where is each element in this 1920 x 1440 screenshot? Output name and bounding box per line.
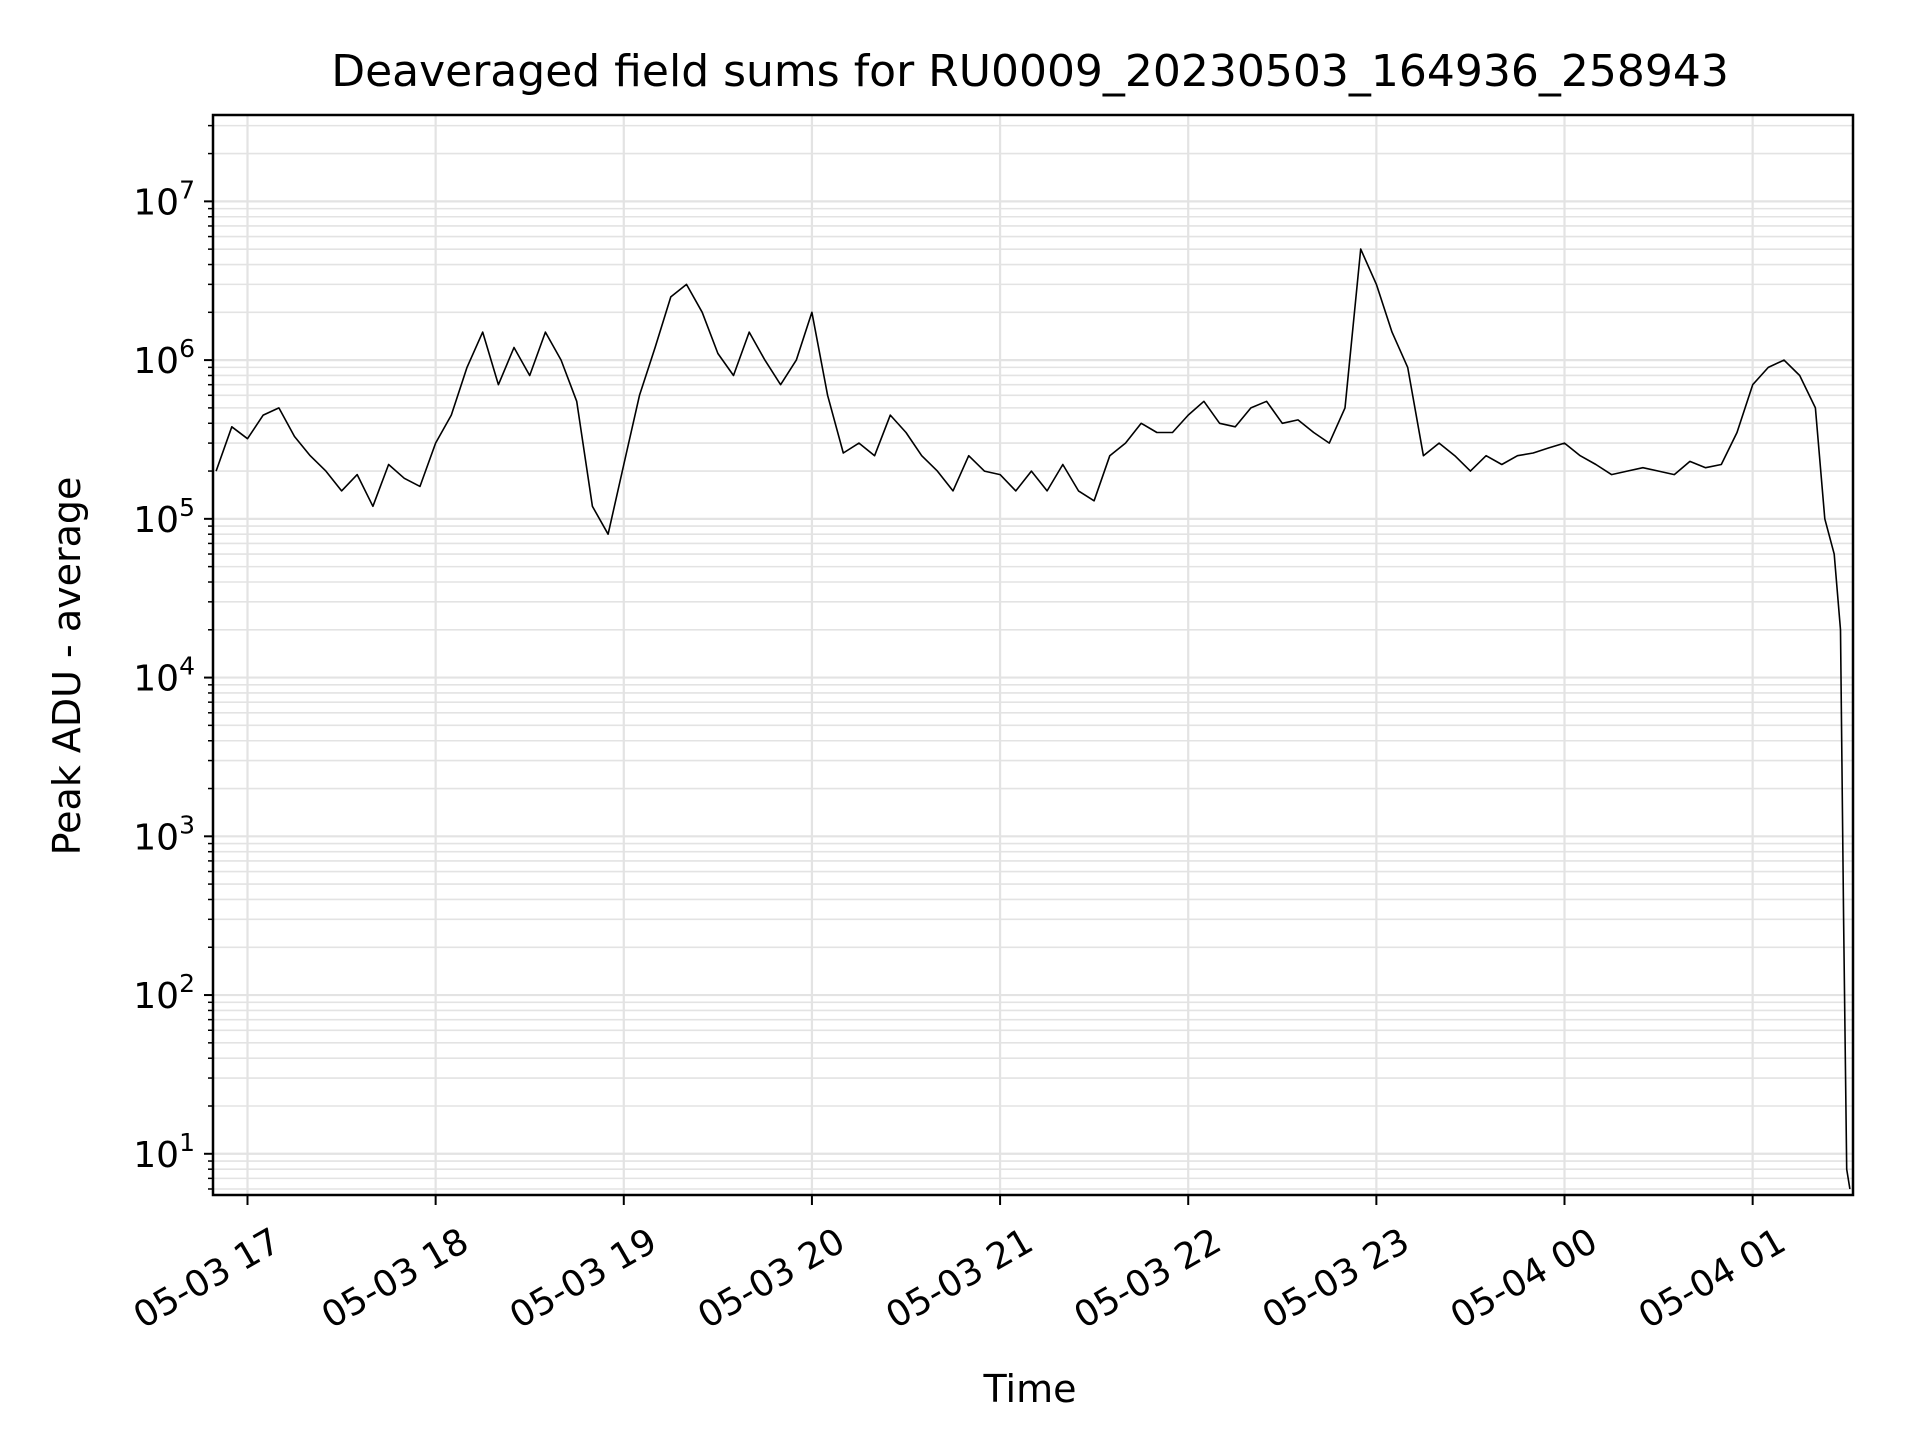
y-axis: 101 102 103 104 105 106 107 (133, 124, 213, 1190)
y-tick-label: 106 (133, 334, 195, 382)
x-axis-label: Time (983, 1367, 1077, 1411)
y-tick-label: 102 (133, 969, 195, 1017)
chart-title: Deaveraged field sums for RU0009_2023050… (331, 46, 1729, 97)
y-tick-label: 101 (133, 1128, 195, 1176)
series-line (215, 248, 1851, 1190)
gridlines (213, 115, 1853, 1195)
y-tick-label: 103 (133, 810, 195, 858)
y-tick-label: 104 (133, 652, 195, 700)
plot-frame (211, 113, 1855, 1197)
y-tick-label: 107 (133, 175, 195, 223)
data-series (215, 248, 1851, 1190)
y-axis-label: Peak ADU - average (45, 477, 89, 856)
y-tick-label: 105 (133, 493, 195, 541)
